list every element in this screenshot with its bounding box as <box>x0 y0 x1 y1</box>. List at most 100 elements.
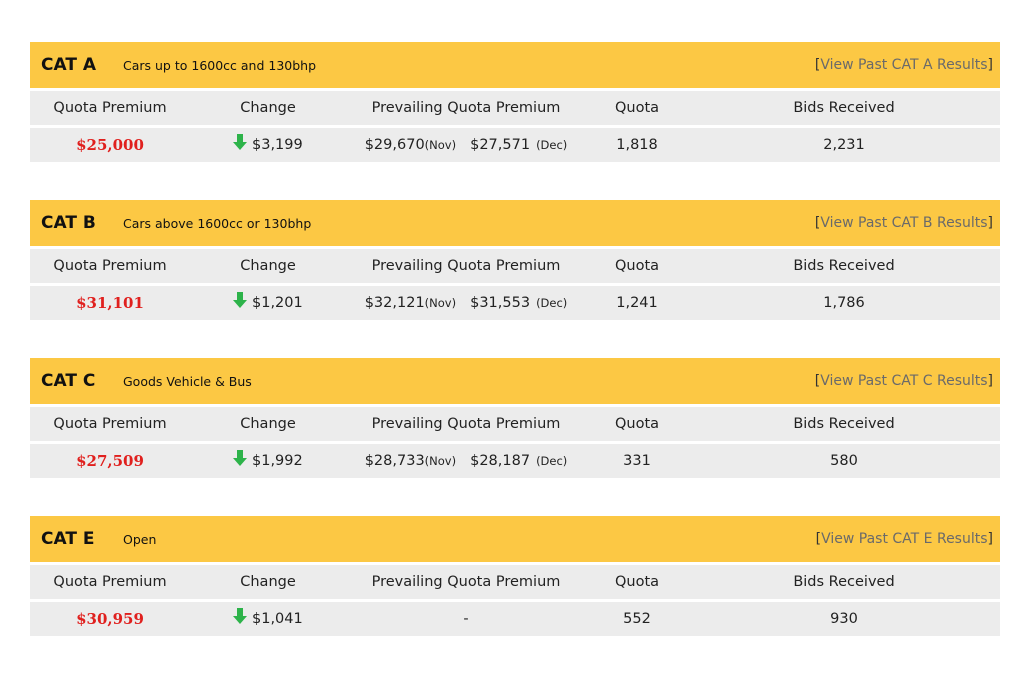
down-arrow-icon <box>233 450 247 466</box>
column-header: Prevailing Quota Premium <box>371 100 561 116</box>
past-results-link: [View Past CAT A Results] <box>815 42 993 88</box>
quota-premium: $27,509 <box>76 452 144 470</box>
column-header: Quota Premium <box>53 574 167 590</box>
bracket: ] <box>987 215 993 231</box>
prevailing-quota-premium: $32,121(Nov) $31,553 (Dec) <box>365 286 568 320</box>
month: (Nov) <box>424 454 457 468</box>
view-past-results[interactable]: View Past CAT B Results <box>820 215 988 231</box>
column-header: Prevailing Quota Premium <box>371 416 561 432</box>
section-header: CAT C Goods Vehicle & Bus [View Past CAT C… <box>30 358 1000 404</box>
category-description: Cars up to 1600cc and 130bhp <box>123 58 317 73</box>
quota: 1,241 <box>616 295 658 311</box>
quota-premium: $30,959 <box>76 610 144 628</box>
column-header: Quota <box>614 100 660 116</box>
month: (Nov) <box>424 138 457 152</box>
month: (Dec) <box>536 138 568 152</box>
prevailing-value: $28,733 <box>364 453 425 469</box>
view-past-results[interactable]: View Past CAT A Results <box>820 57 988 73</box>
past-results-link: [View Past CAT B Results] <box>815 200 993 246</box>
column-header: Prevailing Quota Premium <box>371 574 561 590</box>
view-past-results[interactable]: View Past CAT C Results <box>820 373 988 389</box>
bracket: [ <box>814 215 821 231</box>
column-header: Prevailing Quota Premium <box>371 258 561 274</box>
value-row: $31,101 $1,201 $32,121(Nov) $31,553 (Dec) 1,2… <box>30 286 1000 320</box>
column-header: Quota Premium <box>53 100 167 116</box>
category-section: CAT B Cars above 1600cc or 130bhp [View Pa… <box>30 200 1000 322</box>
column-header: Change <box>240 258 296 274</box>
bracket: [ <box>814 57 821 73</box>
column-header: Quota <box>614 574 660 590</box>
change-value: $3,199 <box>252 137 303 153</box>
category-description: Goods Vehicle & Bus <box>123 374 252 389</box>
value-row: $25,000 $3,199 $29,670(Nov) $27,571 (Dec) 1,8… <box>30 128 1000 162</box>
change: $3,199 <box>233 128 303 162</box>
quota-premium: $25,000 <box>76 136 144 154</box>
prevailing-value: $31,553 <box>470 295 531 311</box>
down-arrow-icon <box>233 292 247 308</box>
bids-received: 580 <box>830 453 858 469</box>
prevailing-quota-premium: - <box>463 602 468 636</box>
category-title: CAT A <box>41 55 96 75</box>
change: $1,201 <box>233 286 303 320</box>
column-header: Quota Premium <box>53 258 167 274</box>
category-description: Cars above 1600cc or 130bhp <box>123 216 312 231</box>
bids-received: 930 <box>830 611 858 627</box>
column-header: Bids Received <box>793 100 895 116</box>
category-title: CAT B <box>41 213 96 233</box>
change: $1,992 <box>233 444 303 478</box>
past-results-link: [View Past CAT E Results] <box>816 516 993 562</box>
prevailing-value: $29,670 <box>364 137 425 153</box>
prevailing-value: $32,121 <box>364 295 425 311</box>
bids-received: 2,231 <box>823 137 865 153</box>
column-header: Quota <box>614 258 660 274</box>
category-section: CAT C Goods Vehicle & Bus [View Past CAT C… <box>30 358 1000 480</box>
column-header-row: Quota Premium Change Prevailing Quota Prem… <box>30 249 1000 283</box>
change: $1,041 <box>233 602 303 636</box>
column-header: Change <box>240 574 296 590</box>
change-value: $1,201 <box>252 295 303 311</box>
prevailing-quota-premium: $28,733(Nov) $28,187 (Dec) <box>365 444 568 478</box>
column-header: Bids Received <box>793 258 895 274</box>
column-header: Change <box>240 100 296 116</box>
column-header-row: Quota Premium Change Prevailing Quota Prem… <box>30 407 1000 441</box>
prevailing-quota-premium: $29,670(Nov) $27,571 (Dec) <box>365 128 568 162</box>
view-past-results[interactable]: View Past CAT E Results <box>821 531 988 547</box>
column-header: Quota Premium <box>53 416 167 432</box>
column-header: Quota <box>614 416 660 432</box>
category-title: CAT C <box>41 371 96 391</box>
section-header: CAT A Cars up to 1600cc and 130bhp [View P… <box>30 42 1000 88</box>
category-title: CAT E <box>41 529 95 549</box>
prevailing-value: $28,187 <box>470 453 531 469</box>
category-description: Open <box>123 532 157 547</box>
past-results-link: [View Past CAT C Results] <box>815 358 993 404</box>
quota: 1,818 <box>616 137 658 153</box>
down-arrow-icon <box>233 134 247 150</box>
change-value: $1,992 <box>252 453 303 469</box>
quota-premium: $31,101 <box>76 294 144 312</box>
change-value: $1,041 <box>252 611 303 627</box>
bids-received: 1,786 <box>823 295 865 311</box>
bracket: ] <box>987 373 993 389</box>
category-section: CAT E Open [View Past CAT E Results] Quota … <box>30 516 1000 638</box>
bracket: ] <box>987 57 993 73</box>
column-header: Bids Received <box>793 574 895 590</box>
value-row: $27,509 $1,992 $28,733(Nov) $28,187 (Dec) 331… <box>30 444 1000 478</box>
section-header: CAT B Cars above 1600cc or 130bhp [View Pa… <box>30 200 1000 246</box>
value-row: $30,959 $1,041 - 552 930 <box>30 602 1000 636</box>
quota: 331 <box>623 453 651 469</box>
month: (Dec) <box>536 296 568 310</box>
column-header: Bids Received <box>793 416 895 432</box>
prevailing-value: $27,571 <box>470 137 531 153</box>
bracket: [ <box>814 373 821 389</box>
column-header: Change <box>240 416 296 432</box>
column-header-row: Quota Premium Change Prevailing Quota Prem… <box>30 91 1000 125</box>
quota: 552 <box>623 611 651 627</box>
month: (Dec) <box>536 454 568 468</box>
bracket: ] <box>987 531 993 547</box>
month: (Nov) <box>424 296 457 310</box>
bracket: [ <box>815 531 822 547</box>
section-header: CAT E Open [View Past CAT E Results] <box>30 516 1000 562</box>
down-arrow-icon <box>233 608 247 624</box>
prevailing-value: - <box>463 611 469 627</box>
